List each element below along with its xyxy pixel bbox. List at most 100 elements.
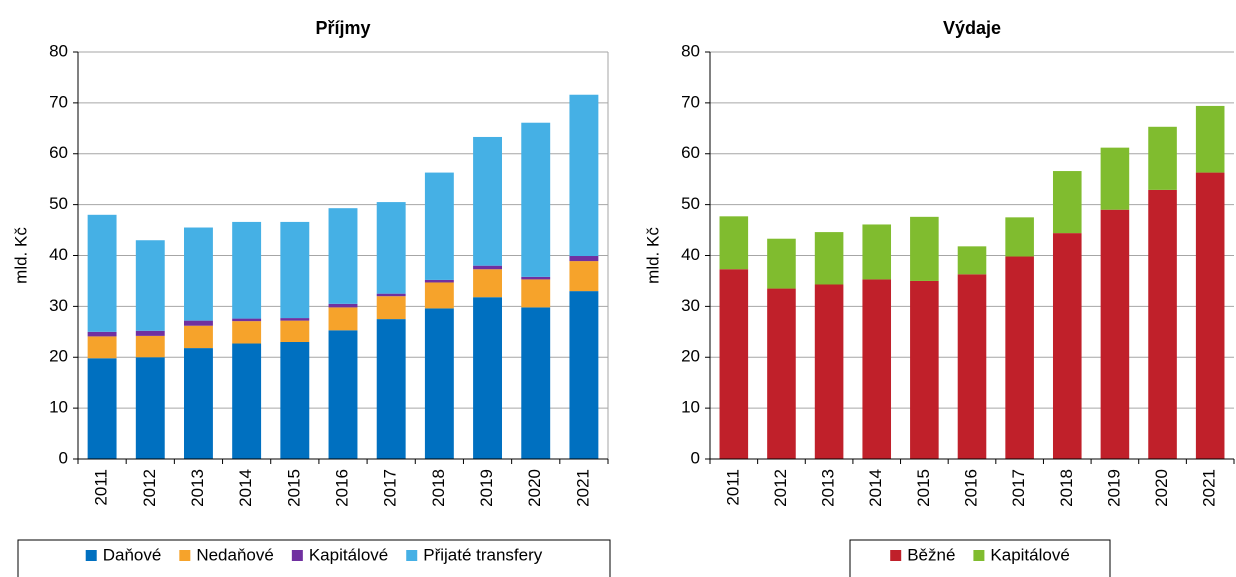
x-tick-label: 2011 [723,469,742,506]
legend-swatch [973,550,985,561]
bar-segment [328,303,358,308]
bar-segment [473,297,502,459]
y-tick-label: 80 [681,41,700,60]
bar-segment [1148,189,1177,459]
legend-label: Daňové [103,545,162,564]
bar-segment [232,343,262,459]
bar-segment [569,291,599,459]
bar-segment [719,216,749,270]
legend-box [849,539,1111,577]
x-tick-label: 2020 [525,469,544,507]
bar-segment [957,246,987,275]
x-tick-label: 2021 [1200,469,1219,507]
bar-segment [1195,105,1225,173]
y-tick-label: 50 [49,194,68,213]
legend-swatch [85,550,97,561]
bar-segment [569,261,599,292]
x-tick-label: 2017 [1009,469,1028,507]
legend-swatch [406,550,418,561]
y-axis-label: mld. Kč [643,227,662,284]
x-tick-label: 2015 [284,469,303,507]
y-tick-label: 20 [49,347,68,366]
legend-box [17,539,611,577]
legend-swatch [291,550,303,561]
bar-segment [87,331,117,337]
bar-segment [280,341,310,459]
y-tick-label: 20 [681,347,700,366]
bar-segment [719,269,749,459]
bar-segment [184,348,213,459]
x-tick-label: 2018 [1057,469,1076,507]
bar-segment [767,288,796,459]
legend-label: Kapitálové [990,545,1069,564]
y-tick-label: 0 [59,448,68,467]
bar-segment [376,202,406,294]
bar-segment [424,172,454,280]
legend-swatch [179,550,191,561]
bar-segment [424,308,454,459]
bar-segment [1005,256,1034,459]
bar-segment [87,214,117,332]
bar-segment [376,293,406,297]
bar-segment [910,280,939,459]
x-tick-label: 2020 [1152,469,1171,507]
y-tick-label: 10 [681,398,700,417]
x-tick-label: 2019 [1104,469,1123,507]
x-tick-label: 2018 [429,469,448,507]
x-tick-label: 2012 [771,469,790,507]
y-tick-label: 40 [49,245,68,264]
bar-segment [814,232,844,285]
y-tick-label: 10 [49,398,68,417]
bar-segment [376,296,406,320]
bar-segment [135,335,165,358]
bar-segment [87,358,117,459]
bar-segment [957,274,987,459]
bar-segment [521,279,551,308]
bar-segment [1100,147,1130,210]
y-tick-label: 60 [681,143,700,162]
y-tick-label: 30 [681,296,700,315]
bar-segment [521,276,551,280]
bar-segment [184,320,213,326]
bar-segment [569,94,599,257]
bar-segment [521,122,551,277]
bar-segment [862,279,892,459]
y-axis-label: mld. Kč [11,227,30,284]
bar-segment [1052,233,1082,459]
bar-segment [280,318,310,321]
legend-label: Běžné [907,545,955,564]
bar-segment [87,336,117,359]
x-tick-label: 2011 [92,469,111,506]
bar-segment [1148,126,1177,190]
x-tick-label: 2013 [819,469,838,507]
bar-segment [1100,209,1130,459]
x-tick-label: 2013 [188,469,207,507]
x-tick-label: 2016 [332,469,351,507]
y-tick-label: 40 [681,245,700,264]
chart-title: Výdaje [943,18,1001,38]
x-tick-label: 2014 [866,469,885,507]
bar-segment [521,307,551,459]
bar-segment [1052,171,1082,234]
bar-segment [135,357,165,459]
bar-segment [1195,172,1225,460]
bar-segment [424,279,454,283]
bar-segment [767,238,796,289]
bar-segment [814,284,844,459]
legend-label: Kapitálové [309,545,388,564]
bar-segment [473,269,502,298]
bar-segment [280,221,310,319]
bar-segment [424,282,454,309]
x-tick-label: 2019 [477,469,496,507]
legend-swatch [890,550,902,561]
bar-segment [280,320,310,342]
y-tick-label: 70 [49,92,68,111]
y-tick-label: 0 [691,448,700,467]
y-tick-label: 80 [49,41,68,60]
x-tick-label: 2014 [236,469,255,507]
y-tick-label: 50 [681,194,700,213]
bar-segment [376,319,406,459]
bar-segment [232,318,262,322]
bar-segment [473,136,502,266]
x-tick-label: 2016 [961,469,980,507]
